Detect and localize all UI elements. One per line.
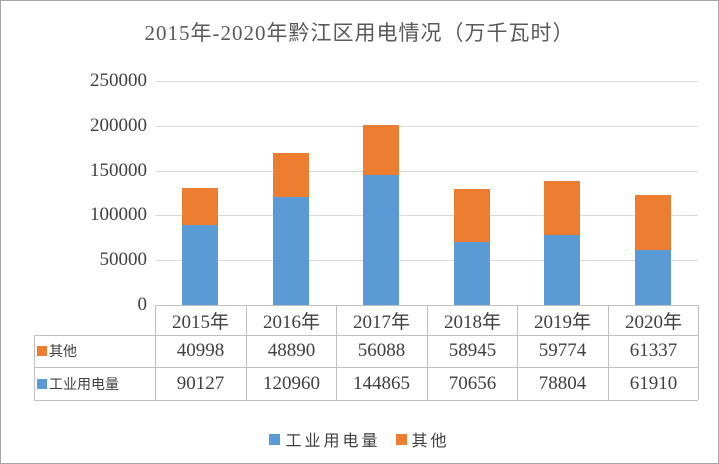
legend-item-label: 其他: [411, 433, 450, 450]
table-row-label: 其他: [34, 335, 155, 367]
table-row-label: 工业用电量: [34, 367, 155, 400]
table-value-cell: 48890: [267, 340, 316, 361]
bar-segment-other: [363, 125, 399, 175]
table-border-line: [34, 335, 698, 336]
y-axis-tick-label: 200000: [90, 115, 147, 136]
table-border-line: [155, 305, 698, 306]
chart-legend: 工业用电量 其他: [1, 427, 718, 451]
bar-segment-other: [635, 195, 671, 250]
bar-segment-industrial: [544, 234, 580, 305]
bar-segment-other: [182, 188, 218, 225]
legend-item: 工业用电量: [269, 427, 380, 451]
table-border-line: [155, 305, 156, 400]
chart-title: 2015年-2020年黔江区用电情况（万千瓦时）: [144, 21, 575, 45]
table-row-label-text: 其他: [49, 345, 77, 360]
x-axis-category-label: 2020年: [624, 311, 682, 333]
table-value-cell: 61337: [629, 340, 678, 361]
y-axis-tick-label: 250000: [90, 70, 147, 91]
bar-segment-other: [544, 181, 580, 235]
x-axis-category-label: 2016年: [262, 311, 320, 333]
bar-segment-industrial: [363, 175, 399, 305]
table-value-cell: 56088: [357, 340, 406, 361]
y-axis-tick-label: 0: [137, 294, 148, 315]
series-key-icon: [37, 346, 47, 356]
table-border-line: [34, 335, 35, 400]
y-axis-tick-label: 150000: [90, 160, 147, 181]
table-value-cell: 120960: [263, 372, 320, 394]
bar-segment-other: [273, 153, 309, 197]
x-axis-category-label: 2017年: [352, 311, 410, 333]
y-gridline: [155, 126, 698, 127]
x-axis-category-label: 2018年: [443, 311, 501, 333]
bar-segment-other: [454, 189, 490, 242]
table-value-cell: 40998: [176, 340, 225, 361]
y-gridline: [155, 260, 698, 261]
legend-swatch-icon: [395, 433, 407, 445]
x-axis-category-label: 2015年: [171, 311, 229, 333]
table-border-line: [608, 305, 609, 400]
table-border-line: [427, 305, 428, 400]
table-value-cell: 70656: [448, 372, 497, 394]
legend-swatch-icon: [269, 433, 281, 445]
table-value-cell: 59774: [538, 340, 587, 361]
legend-item-label: 工业用电量: [285, 433, 381, 450]
table-border-line: [34, 367, 698, 368]
series-key-icon: [37, 378, 47, 389]
legend-item: 其他: [395, 427, 450, 451]
y-gridline: [155, 215, 698, 216]
table-value-cell: 144865: [353, 372, 410, 394]
x-axis-category-label: 2019年: [533, 311, 591, 333]
table-border-line: [336, 305, 337, 400]
table-value-cell: 58945: [448, 340, 497, 361]
table-value-cell: 78804: [538, 372, 587, 394]
table-value-cell: 61910: [629, 372, 678, 394]
bar-segment-industrial: [454, 242, 490, 305]
bar-segment-industrial: [182, 224, 218, 305]
table-border-line: [517, 305, 518, 400]
y-axis-tick-label: 50000: [99, 249, 148, 270]
y-axis-tick-label: 100000: [90, 204, 147, 225]
table-border-line: [34, 400, 698, 401]
y-gridline: [155, 81, 698, 82]
table-value-cell: 90127: [176, 372, 225, 394]
table-border-line: [246, 305, 247, 400]
bar-segment-industrial: [635, 250, 671, 305]
table-row-label-text: 工业用电量: [49, 377, 119, 393]
table-border-line: [698, 305, 699, 400]
bar-segment-industrial: [273, 197, 309, 305]
y-gridline: [155, 171, 698, 172]
